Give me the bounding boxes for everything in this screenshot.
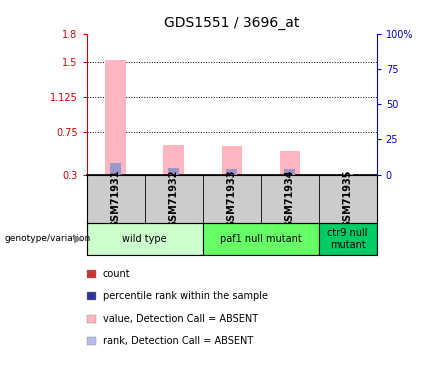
Text: GSM71932: GSM71932: [168, 170, 179, 228]
Text: ▶: ▶: [74, 234, 82, 244]
Text: GSM71933: GSM71933: [226, 170, 237, 228]
Text: paf1 null mutant: paf1 null mutant: [220, 234, 301, 244]
Bar: [226, 169, 237, 174]
Text: GSM71934: GSM71934: [284, 170, 295, 228]
Bar: [168, 168, 179, 174]
Text: value, Detection Call = ABSENT: value, Detection Call = ABSENT: [103, 314, 258, 324]
Text: GSM71935: GSM71935: [343, 170, 353, 228]
Bar: [110, 163, 121, 174]
Bar: [222, 146, 242, 174]
Bar: [319, 223, 377, 255]
Text: wild type: wild type: [122, 234, 167, 244]
Bar: [87, 223, 203, 255]
Text: rank, Detection Call = ABSENT: rank, Detection Call = ABSENT: [103, 336, 253, 346]
Text: percentile rank within the sample: percentile rank within the sample: [103, 291, 268, 301]
Bar: [280, 151, 300, 174]
Text: ctr9 null
mutant: ctr9 null mutant: [327, 228, 368, 250]
Bar: [203, 223, 319, 255]
Bar: [106, 60, 126, 174]
Text: GSM71931: GSM71931: [110, 170, 121, 228]
Text: count: count: [103, 269, 130, 279]
Bar: [284, 169, 295, 174]
Text: genotype/variation: genotype/variation: [4, 234, 90, 243]
Title: GDS1551 / 3696_at: GDS1551 / 3696_at: [164, 16, 299, 30]
Bar: [164, 144, 184, 174]
